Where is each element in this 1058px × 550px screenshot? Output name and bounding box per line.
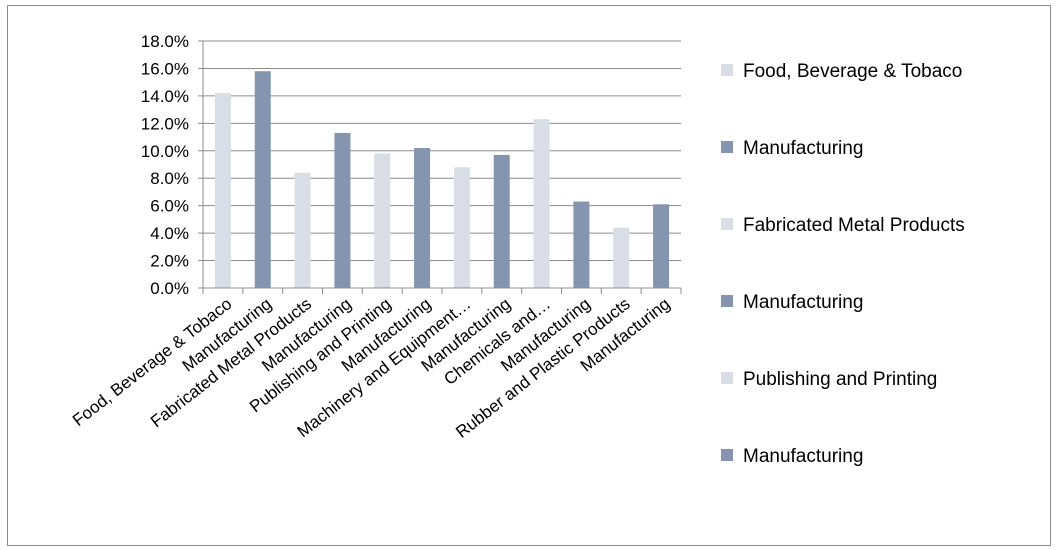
legend-label: Manufacturing: [743, 292, 863, 313]
legend-swatch: [721, 372, 733, 384]
y-tick-label: 14.0%: [141, 87, 189, 106]
legend-swatch: [721, 449, 733, 461]
bar: [414, 148, 431, 288]
y-tick-label: 6.0%: [150, 197, 189, 216]
bar: [374, 153, 391, 288]
legend: Food, Beverage & Tobaco Manufacturing Fabr…: [721, 61, 965, 467]
y-tick-label: 18.0%: [141, 32, 189, 51]
axes: [198, 40, 682, 294]
legend-swatch: [721, 141, 733, 153]
y-axis-tick-labels: 18.0% 16.0% 14.0% 12.0% 10.0% 8.0% 6.0% 4.0% 2.0…: [141, 32, 189, 298]
bar: [453, 167, 470, 288]
legend-swatch: [721, 295, 733, 307]
bars: [214, 71, 670, 289]
bar-chart: 18.0% 16.0% 14.0% 12.0% 10.0% 8.0% 6.0% 4.0% 2.0…: [69, 32, 965, 467]
gridlines: [203, 40, 681, 262]
bar: [573, 201, 590, 288]
bar: [533, 119, 550, 288]
legend-swatch: [721, 218, 733, 230]
x-tick-label: Food, Beverage & Tobaco: [69, 294, 235, 430]
bar: [653, 204, 670, 288]
legend-label: Publishing and Printing: [743, 369, 937, 390]
x-axis-tick-labels: Food, Beverage & TobacoManufacturingFabr…: [69, 294, 674, 442]
bar: [214, 93, 231, 289]
y-tick-label: 10.0%: [141, 142, 189, 161]
legend-label: Manufacturing: [743, 446, 863, 467]
y-tick-label: 12.0%: [141, 114, 189, 133]
y-tick-label: 2.0%: [150, 252, 189, 271]
y-tick-label: 4.0%: [150, 224, 189, 243]
legend-label: Fabricated Metal Products: [743, 215, 965, 236]
bar: [294, 172, 311, 288]
legend-swatch: [721, 64, 733, 76]
bar: [493, 154, 510, 288]
legend-label: Manufacturing: [743, 138, 863, 159]
x-tick-label: Fabricated Metal Products: [147, 294, 315, 431]
bar: [254, 71, 271, 288]
y-tick-label: 0.0%: [150, 279, 189, 298]
bar: [613, 227, 630, 288]
chart-area: 18.0% 16.0% 14.0% 12.0% 10.0% 8.0% 6.0% 4.0% 2.0…: [7, 5, 1051, 546]
y-tick-label: 16.0%: [141, 59, 189, 78]
y-tick-label: 8.0%: [150, 169, 189, 188]
legend-label: Food, Beverage & Tobaco: [743, 61, 962, 82]
bar: [334, 132, 351, 288]
